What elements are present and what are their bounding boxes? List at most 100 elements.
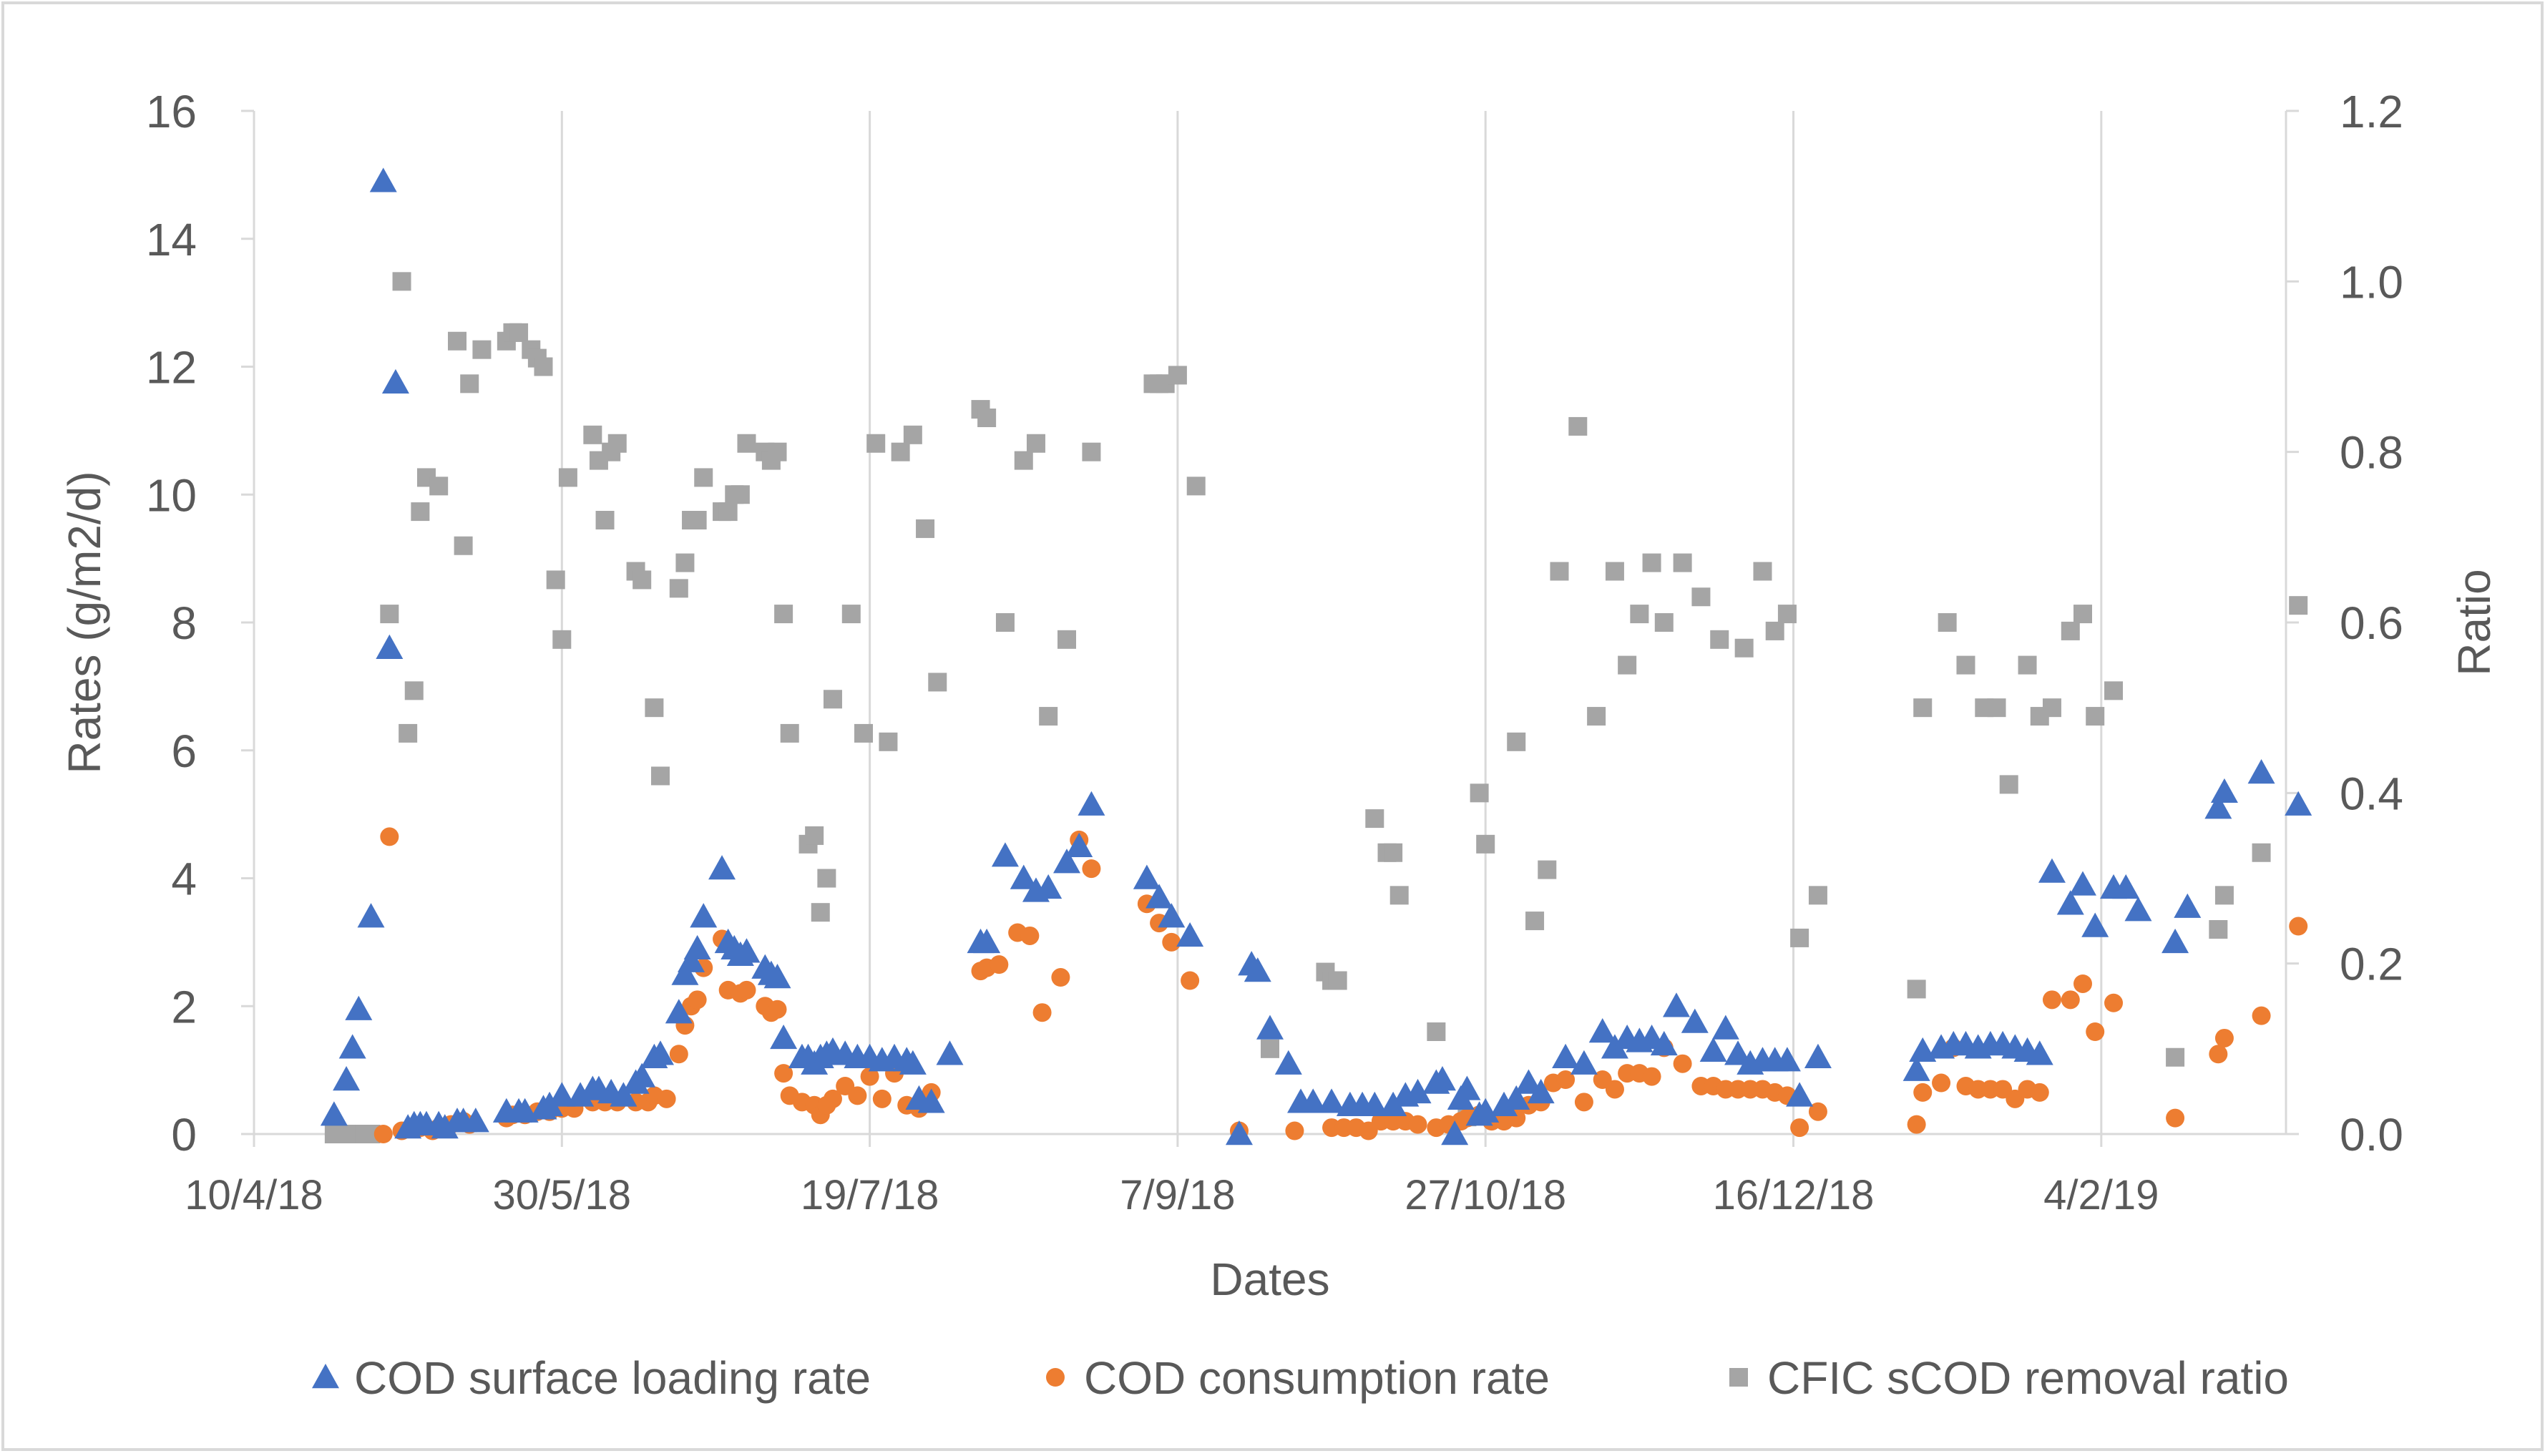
removal-ratio-point bbox=[1057, 630, 1076, 649]
consumption-rate-point bbox=[669, 1045, 688, 1064]
removal-ratio-point bbox=[534, 357, 553, 376]
loading-rate-point bbox=[1379, 1091, 1407, 1116]
y-right-tick-label: 1.2 bbox=[2340, 86, 2403, 137]
loading-rate-point bbox=[1773, 1047, 1801, 1072]
y-right-tick-label: 0.2 bbox=[2340, 939, 2403, 990]
removal-ratio-point bbox=[2214, 886, 2234, 905]
removal-ratio-point bbox=[404, 681, 424, 700]
x-tick-label: 7/9/18 bbox=[1120, 1172, 1235, 1218]
series-0 bbox=[320, 167, 2312, 1145]
loading-rate-point bbox=[2056, 890, 2084, 915]
consumption-rate-point bbox=[872, 1089, 892, 1108]
consumption-rate-point bbox=[990, 955, 1009, 974]
y-left-tick-label: 0 bbox=[171, 1109, 197, 1161]
removal-ratio-point bbox=[737, 434, 756, 453]
loading-rate-point bbox=[678, 947, 705, 972]
removal-ratio-point bbox=[429, 477, 449, 496]
consumption-rate-point bbox=[1642, 1067, 1661, 1086]
removal-ratio-point bbox=[1654, 613, 1674, 632]
removal-ratio-point bbox=[1765, 621, 1784, 640]
removal-ratio-point bbox=[903, 425, 922, 444]
y-left-tick-label: 16 bbox=[146, 86, 197, 137]
loading-rate-point bbox=[1158, 903, 1186, 928]
consumption-rate-point bbox=[2289, 917, 2308, 936]
loading-rate-point bbox=[431, 1114, 459, 1139]
loading-rate-point bbox=[333, 1066, 361, 1091]
x-axis-title: Dates bbox=[1210, 1254, 1329, 1305]
loading-rate-point bbox=[610, 1082, 638, 1107]
loading-rate-point bbox=[1681, 1008, 1709, 1033]
y-right-tick-label: 0.0 bbox=[2340, 1109, 2403, 1161]
removal-ratio-point bbox=[891, 442, 910, 461]
removal-ratio-point bbox=[694, 468, 713, 487]
removal-ratio-point bbox=[805, 826, 824, 845]
y-right-tick-label: 0.6 bbox=[2340, 597, 2403, 649]
removal-ratio-point bbox=[448, 331, 466, 351]
consumption-rate-point bbox=[373, 1125, 393, 1143]
loading-rate-point bbox=[1441, 1120, 1469, 1145]
removal-ratio-point bbox=[1642, 553, 1661, 572]
removal-ratio-point bbox=[2042, 698, 2061, 718]
loading-rate-point bbox=[1404, 1078, 1432, 1104]
x-tick-label: 27/10/18 bbox=[1405, 1172, 1566, 1218]
removal-ratio-point bbox=[1427, 1022, 1446, 1041]
loading-rate-point bbox=[1552, 1043, 1580, 1068]
loading-rate-point bbox=[1361, 1091, 1389, 1116]
legend: COD surface loading rate COD consumption … bbox=[312, 1352, 2289, 1404]
loading-rate-point bbox=[973, 928, 1001, 954]
removal-ratio-point bbox=[718, 502, 738, 522]
removal-ratio-point bbox=[2166, 1047, 2185, 1067]
loading-rate-point bbox=[647, 1040, 674, 1065]
consumption-rate-point bbox=[768, 1000, 787, 1019]
consumption-rate-point bbox=[774, 1064, 793, 1083]
loading-rate-point bbox=[1244, 957, 1271, 982]
removal-ratio-point bbox=[2252, 843, 2271, 862]
removal-ratio-point bbox=[1365, 809, 1384, 829]
removal-ratio-point bbox=[780, 723, 799, 743]
axes-layer: 0 2 4 6 8 10 12 14 16 0.0 0.2 0.4 0.6 0.8 1.0 1.2 10/4/1… bbox=[59, 86, 2500, 1305]
legend-marker-circle bbox=[1046, 1368, 1065, 1387]
removal-ratio-point bbox=[1630, 605, 1649, 624]
y-left-tick-label: 12 bbox=[146, 342, 197, 394]
consumption-rate-point bbox=[1574, 1093, 1593, 1112]
consumption-rate-point bbox=[2252, 1006, 2271, 1025]
loading-rate-point bbox=[1570, 1050, 1598, 1075]
removal-ratio-point bbox=[1587, 707, 1606, 726]
removal-ratio-point bbox=[1710, 630, 1729, 649]
removal-ratio-point bbox=[1673, 553, 1692, 572]
removal-ratio-point bbox=[645, 698, 664, 718]
legend-marker-square bbox=[1729, 1368, 1748, 1387]
removal-ratio-point bbox=[472, 340, 492, 359]
loading-rate-point bbox=[1527, 1078, 1555, 1104]
removal-ratio-point bbox=[768, 442, 787, 461]
loading-rate-point bbox=[1711, 1015, 1739, 1040]
loading-rate-point bbox=[1146, 884, 1173, 909]
loading-rate-point bbox=[2247, 759, 2275, 784]
loading-rate-point bbox=[357, 903, 385, 928]
loading-rate-point bbox=[369, 167, 397, 192]
loading-rate-point bbox=[345, 995, 373, 1020]
loading-rate-point bbox=[671, 960, 699, 985]
removal-ratio-point bbox=[774, 605, 793, 624]
removal-ratio-point bbox=[1999, 775, 2018, 794]
loading-rate-point bbox=[2112, 874, 2140, 899]
removal-ratio-point bbox=[460, 374, 479, 394]
consumption-rate-point bbox=[2030, 1083, 2049, 1102]
removal-ratio-point bbox=[854, 723, 873, 743]
loading-rate-point bbox=[1133, 864, 1161, 889]
loading-rate-point bbox=[1804, 1043, 1832, 1068]
removal-ratio-point bbox=[1538, 860, 1557, 879]
removal-ratio-point bbox=[1907, 979, 1926, 999]
loading-rate-point bbox=[1472, 1098, 1500, 1123]
removal-ratio-point bbox=[688, 511, 707, 529]
removal-ratio-point bbox=[1691, 587, 1711, 607]
consumption-rate-point bbox=[1790, 1118, 1809, 1138]
removal-ratio-point bbox=[1550, 562, 1569, 581]
consumption-rate-point bbox=[1913, 1083, 1933, 1102]
consumption-rate-point bbox=[737, 980, 756, 1000]
loading-rate-point bbox=[338, 1034, 366, 1059]
series-2 bbox=[324, 272, 2308, 1143]
legend-label: CFIC sCOD removal ratio bbox=[1767, 1352, 2289, 1404]
removal-ratio-point bbox=[552, 630, 572, 649]
